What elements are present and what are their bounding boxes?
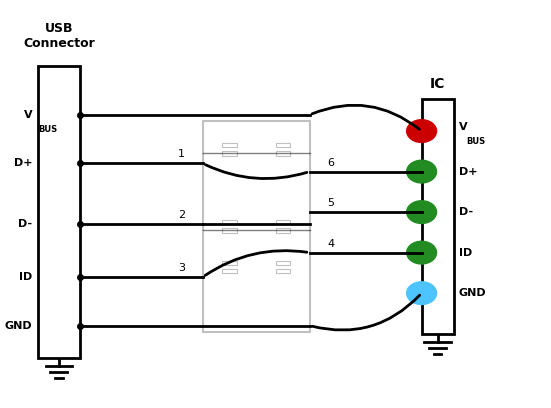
Circle shape [407, 160, 436, 183]
Bar [276, 269, 290, 273]
Text: BUS: BUS [39, 125, 58, 134]
Text: 6: 6 [327, 157, 334, 168]
Text: IC: IC [430, 77, 445, 91]
Text: 1: 1 [178, 149, 185, 160]
Text: D+: D+ [14, 158, 32, 169]
Text: GND: GND [459, 288, 487, 298]
Text: V: V [459, 122, 468, 132]
Bar [223, 269, 237, 273]
Circle shape [407, 241, 436, 264]
Bar [276, 220, 290, 224]
Text: 3: 3 [178, 263, 185, 273]
Bar [203, 121, 310, 332]
Bar [223, 151, 237, 155]
Text: BUS: BUS [466, 137, 485, 146]
Text: D-: D- [459, 207, 473, 217]
Bar [422, 99, 453, 334]
Text: 5: 5 [327, 198, 334, 208]
Text: V: V [24, 110, 32, 120]
Text: 4: 4 [327, 239, 334, 248]
Text: ID: ID [459, 248, 472, 257]
Bar [223, 228, 237, 233]
Bar [276, 228, 290, 233]
Bar [276, 261, 290, 265]
Bar [223, 220, 237, 224]
Text: 2: 2 [178, 210, 185, 220]
Circle shape [407, 120, 436, 142]
Circle shape [407, 282, 436, 304]
Text: D+: D+ [459, 166, 477, 177]
Circle shape [407, 201, 436, 224]
Bar [276, 151, 290, 155]
Text: ID: ID [19, 272, 32, 282]
Bar [223, 143, 237, 147]
Text: D-: D- [18, 219, 32, 229]
Text: GND: GND [4, 321, 32, 330]
Bar [223, 261, 237, 265]
Bar [37, 66, 80, 358]
Bar [276, 143, 290, 147]
Text: USB
Connector: USB Connector [23, 22, 95, 50]
